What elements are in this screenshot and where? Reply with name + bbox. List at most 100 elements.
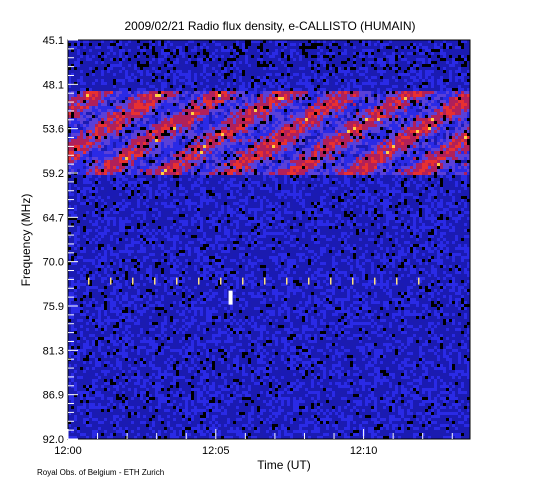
spectrogram-cell [329,154,332,157]
spectrogram-cell [224,94,227,97]
spectrogram-cell [338,79,341,82]
spectrogram-cell [371,67,374,70]
spectrogram-cell [215,115,218,118]
spectrogram-cell [191,61,194,64]
spectrogram-cell [278,67,281,70]
spectrogram-cell [299,133,302,136]
spectrogram-cell [320,142,323,145]
spectrogram-cell [332,43,335,46]
spectrogram-cell [431,133,434,136]
spectrogram-cell [230,124,233,127]
spectrogram-cell [461,133,464,136]
spectrogram-cell [461,163,464,166]
spectrogram-cell [203,154,206,157]
spectrogram-cell [215,103,218,106]
spectrogram-cell [254,100,257,103]
spectrogram-cell [263,112,266,115]
spectrogram-cell [428,46,431,49]
spectrogram-cell [377,49,380,52]
spectrogram-cell [278,112,281,115]
spectrogram-cell [203,64,206,67]
spectrogram-cell [338,160,341,163]
spectrogram-cell [284,55,287,58]
spectrogram-cell [296,82,299,85]
spectrogram-cell [347,130,350,133]
spectrogram-cell [104,148,107,151]
spectrogram-cell [377,118,380,121]
spectrogram-cell [191,49,194,52]
spectrogram-cell [413,130,416,133]
spectrogram-cell [86,112,89,115]
spectrogram-cell [272,145,275,148]
spectrogram-cell [443,163,446,166]
spectrogram-cell [416,148,419,151]
spectrogram-cell [341,112,344,115]
spectrogram-cell [449,157,452,160]
spectrogram-cell [248,106,251,109]
spectrogram-cell [317,106,320,109]
spectrogram-cell [74,142,77,145]
spectrogram-cell [119,109,122,112]
spectrogram-cell [308,118,311,121]
spectrogram-cell [104,139,107,142]
spectrogram-cell [230,82,233,85]
spectrogram-cell [119,133,122,136]
spectrogram-cell [314,157,317,160]
spectrogram-cell [290,43,293,46]
spectrogram-cell [344,55,347,58]
spectrogram-cell [467,85,470,88]
spectrogram-cell [302,103,305,106]
spectrogram-cell [326,166,329,169]
spectrogram-cell [266,157,269,160]
spectrogram-cell [113,106,116,109]
spectrogram-cell [446,148,449,151]
spectrogram-cell [338,91,341,94]
spectrogram-cell [263,97,266,100]
spectrogram-cell [299,79,302,82]
spectrogram-cell [155,136,158,139]
spectrogram-cell [170,166,173,169]
spectrogram-cell [74,91,77,94]
spectrogram-cell [113,61,116,64]
spectrogram-cell [254,163,257,166]
spectrogram-cell [311,43,314,46]
spectrogram-cell [86,103,89,106]
spectrogram-cell [197,73,200,76]
spectrogram-cell [275,163,278,166]
spectrogram-cell [227,82,230,85]
spectrogram-cell [251,61,254,64]
spectrogram-cell [116,115,119,118]
spectrogram-cell [212,58,215,61]
spectrogram-cell [368,157,371,160]
spectrogram-cell [176,103,179,106]
spectrogram-cell [119,55,122,58]
spectrogram-cell [197,103,200,106]
spectrogram-cell [464,124,467,127]
spectrogram-cell [371,49,374,52]
spectrogram-cell [464,142,467,145]
spectrogram-cell [242,163,245,166]
spectrogram-cell [185,55,188,58]
spectrogram-cell [272,100,275,103]
spectrogram-cell [155,97,158,100]
spectrogram-cell [461,112,464,115]
spectrogram-cell [383,97,386,100]
spectrogram-cell [428,160,431,163]
spectrogram-cell [137,148,140,151]
spectrogram-cell [401,43,404,46]
spectrogram-cell [146,130,149,133]
spectrogram-cell [416,133,419,136]
spectrogram-cell [122,64,125,67]
spectrogram-cell [323,49,326,52]
spectrogram-cell [236,127,239,130]
spectrogram-cell [410,112,413,115]
spectrogram-cell [437,115,440,118]
spectrogram-cell [182,124,185,127]
spectrogram-cell [416,79,419,82]
spectrogram-cell [200,97,203,100]
spectrogram-cell [269,157,272,160]
spectrogram-cell [368,103,371,106]
spectrogram-cell [149,58,152,61]
spectrogram-cell [449,151,452,154]
spectrogram-cell [263,103,266,106]
